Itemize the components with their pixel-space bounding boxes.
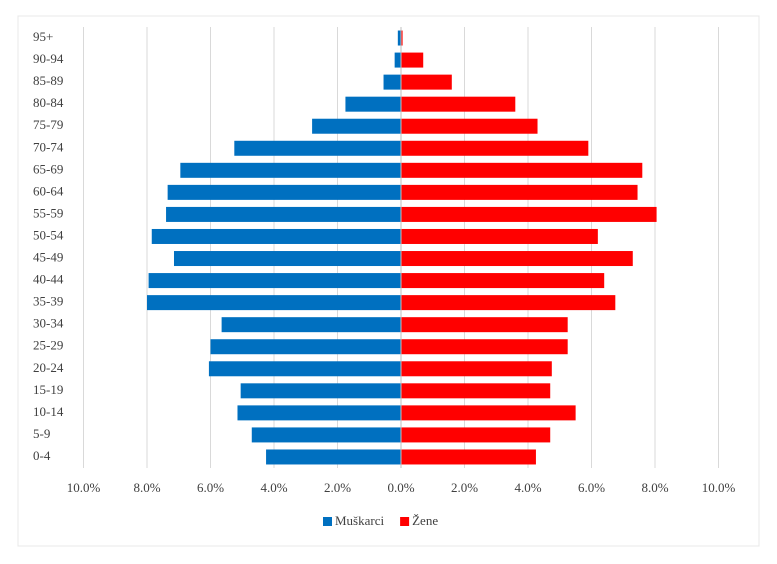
y-tick-label: 20-24 xyxy=(33,360,64,375)
bar xyxy=(210,339,401,355)
legend-label: Žene xyxy=(412,513,438,528)
legend-swatch xyxy=(400,517,410,526)
bar xyxy=(401,206,657,222)
bar xyxy=(266,449,401,465)
bar xyxy=(180,162,401,178)
bar xyxy=(401,295,616,311)
bar xyxy=(401,74,452,90)
x-tick-label: 10.0% xyxy=(67,480,101,495)
bar xyxy=(401,427,551,443)
bar xyxy=(401,361,552,377)
bar xyxy=(173,251,401,267)
y-tick-label: 50-54 xyxy=(33,227,64,242)
y-tick-label: 65-69 xyxy=(33,161,63,176)
x-tick-label: 4.0% xyxy=(260,480,287,495)
y-tick-label: 55-59 xyxy=(33,205,63,220)
y-tick-label: 5-9 xyxy=(33,426,50,441)
bar xyxy=(401,449,536,465)
y-tick-label: 0-4 xyxy=(33,448,51,463)
bar xyxy=(234,140,401,156)
bar xyxy=(401,383,551,399)
bar xyxy=(401,162,643,178)
y-tick-label: 10-14 xyxy=(33,404,64,419)
y-tick-label: 40-44 xyxy=(33,272,64,287)
x-tick-label: 8.0% xyxy=(641,480,668,495)
bar xyxy=(401,118,538,134)
y-tick-label: 35-39 xyxy=(33,294,63,309)
y-tick-label: 75-79 xyxy=(33,117,63,132)
bar xyxy=(221,317,401,333)
bar xyxy=(401,52,424,68)
bar xyxy=(401,30,403,46)
bar xyxy=(148,273,401,289)
bar xyxy=(345,96,401,112)
legend-swatch xyxy=(323,517,332,526)
bar xyxy=(401,339,568,355)
y-tick-label: 85-89 xyxy=(33,73,63,88)
bar xyxy=(167,184,401,200)
x-tick-label: 8.0% xyxy=(133,480,160,495)
y-tick-label: 95+ xyxy=(33,29,53,44)
bar xyxy=(401,317,568,333)
bar xyxy=(208,361,401,377)
x-tick-label: 4.0% xyxy=(514,480,541,495)
x-tick-label: 2.0% xyxy=(324,480,351,495)
x-tick-label: 10.0% xyxy=(702,480,736,495)
y-tick-label: 90-94 xyxy=(33,51,64,66)
bar xyxy=(401,405,576,421)
bar xyxy=(401,140,589,156)
bar xyxy=(240,383,401,399)
x-tick-label: 6.0% xyxy=(578,480,605,495)
y-tick-label: 60-64 xyxy=(33,183,64,198)
y-tick-label: 80-84 xyxy=(33,95,64,110)
x-tick-label: 0.0% xyxy=(387,480,414,495)
legend-label: Muškarci xyxy=(335,513,384,528)
bar xyxy=(401,96,516,112)
bar xyxy=(394,52,401,68)
y-tick-label: 70-74 xyxy=(33,139,64,154)
y-tick-label: 45-49 xyxy=(33,250,63,265)
bar xyxy=(397,30,401,46)
bar xyxy=(166,206,401,222)
bar xyxy=(401,184,638,200)
bar xyxy=(147,295,401,311)
bar xyxy=(401,251,633,267)
y-tick-label: 25-29 xyxy=(33,338,63,353)
y-tick-label: 30-34 xyxy=(33,316,64,331)
bar xyxy=(383,74,401,90)
x-tick-label: 2.0% xyxy=(451,480,478,495)
bar xyxy=(401,273,605,289)
bar xyxy=(251,427,401,443)
y-tick-label: 15-19 xyxy=(33,382,63,397)
bar xyxy=(312,118,401,134)
bar xyxy=(401,228,598,244)
x-tick-label: 6.0% xyxy=(197,480,224,495)
bar xyxy=(151,228,401,244)
bar xyxy=(237,405,401,421)
